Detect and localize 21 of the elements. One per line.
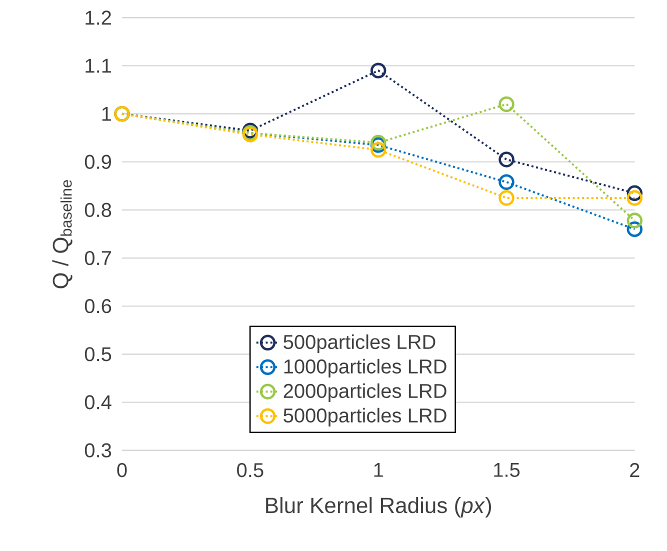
x-tick-label: 1.5	[494, 463, 520, 477]
x-axis-title: Blur Kernel Radius (px)	[266, 497, 491, 518]
y-tick-label: 0.7	[84, 250, 111, 266]
legend-label: 5000particles LRD	[284, 408, 446, 427]
legend-label: 1000particles LRD	[284, 358, 446, 378]
x-tick-label: 0	[117, 463, 127, 478]
y-tick-label: 0.3	[84, 443, 112, 458]
x-tick-label: 0.5	[237, 463, 264, 478]
y-tick-label: 0.5	[84, 347, 112, 362]
legend-label: 500particles LRD	[284, 334, 436, 354]
x-tick-label: 2	[630, 463, 640, 478]
y-tick-label: 1.1	[86, 58, 111, 73]
y-tick-label: 0.4	[84, 395, 112, 410]
y-tick-label: 0.9	[84, 154, 111, 169]
y-tick-label: 1	[102, 106, 111, 121]
legend-label: 2000particles LRD	[284, 383, 446, 402]
y-tick-label: 1.2	[86, 10, 111, 25]
y-axis-title: Q / Q$_{baseline}$	[52, 180, 72, 288]
y-tick-label: 0.6	[84, 299, 112, 314]
x-tick-label: 1	[374, 463, 383, 477]
y-tick-label: 0.8	[84, 202, 112, 218]
